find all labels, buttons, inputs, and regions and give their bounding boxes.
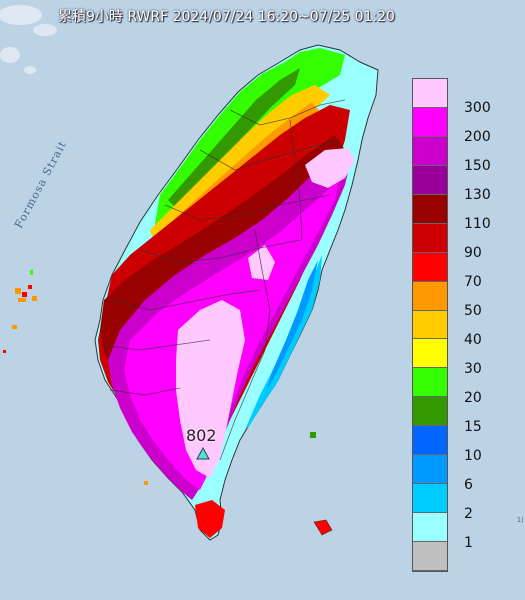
legend-label: 6 bbox=[464, 476, 473, 493]
legend-label: 30 bbox=[464, 360, 482, 377]
legend-label: 110 bbox=[464, 216, 491, 233]
rain-zone-pink-north bbox=[305, 148, 355, 188]
rain-zone-pink-central bbox=[248, 245, 275, 280]
map-title: 累積9小時 RWRF 2024/07/24 16:20~07/25 01:20 bbox=[58, 9, 395, 25]
cloud-speckles bbox=[0, 5, 57, 74]
legend-swatch bbox=[413, 223, 447, 253]
rain-zone-darkgreen bbox=[168, 68, 300, 212]
rain-zone-pink-south bbox=[176, 300, 245, 478]
legend-label: 130 bbox=[464, 187, 491, 204]
legend-label: 20 bbox=[464, 389, 482, 406]
rain-zone-south-tip bbox=[195, 500, 225, 538]
legend-swatch bbox=[413, 310, 447, 340]
legend-swatch bbox=[413, 455, 447, 485]
county-boundaries bbox=[99, 99, 346, 461]
legend-label: 2 bbox=[464, 505, 473, 522]
legend-swatch bbox=[413, 426, 447, 456]
legend-swatch bbox=[413, 368, 447, 398]
legend-swatch bbox=[413, 513, 447, 543]
legend-swatch bbox=[413, 194, 447, 224]
penghu-islands bbox=[3, 270, 37, 353]
legend-label: 50 bbox=[464, 303, 482, 320]
rain-zone-blue bbox=[245, 255, 322, 430]
legend-label: 10 bbox=[464, 447, 482, 464]
max-rainfall-value: 802 bbox=[186, 426, 217, 445]
legend-swatch bbox=[413, 397, 447, 427]
legend-swatch bbox=[413, 107, 447, 137]
green-island bbox=[310, 432, 316, 438]
legend-label: 1 bbox=[464, 534, 473, 551]
orchid-island bbox=[313, 519, 333, 536]
legend-swatch bbox=[413, 165, 447, 195]
legend-swatch bbox=[413, 339, 447, 369]
legend-swatch bbox=[413, 252, 447, 282]
east-offshore-speck bbox=[144, 481, 148, 485]
legend-swatch bbox=[413, 79, 447, 108]
legend-label: 150 bbox=[464, 158, 491, 175]
edge-text-fragment: 1( bbox=[516, 516, 524, 524]
legend-label: 200 bbox=[464, 129, 491, 146]
legend-colorbar bbox=[412, 78, 448, 572]
legend-swatch bbox=[413, 542, 447, 571]
legend-label: 40 bbox=[464, 332, 482, 348]
legend-label: 90 bbox=[464, 245, 482, 262]
legend-label: 300 bbox=[464, 100, 491, 117]
legend-swatch bbox=[413, 281, 447, 311]
legend-swatch bbox=[413, 136, 447, 166]
legend-label: 15 bbox=[464, 418, 482, 435]
rain-zone-blue-dark bbox=[266, 260, 318, 392]
legend-label: 70 bbox=[464, 274, 482, 291]
legend-swatch bbox=[413, 484, 447, 514]
max-rainfall-marker-icon bbox=[196, 447, 210, 460]
